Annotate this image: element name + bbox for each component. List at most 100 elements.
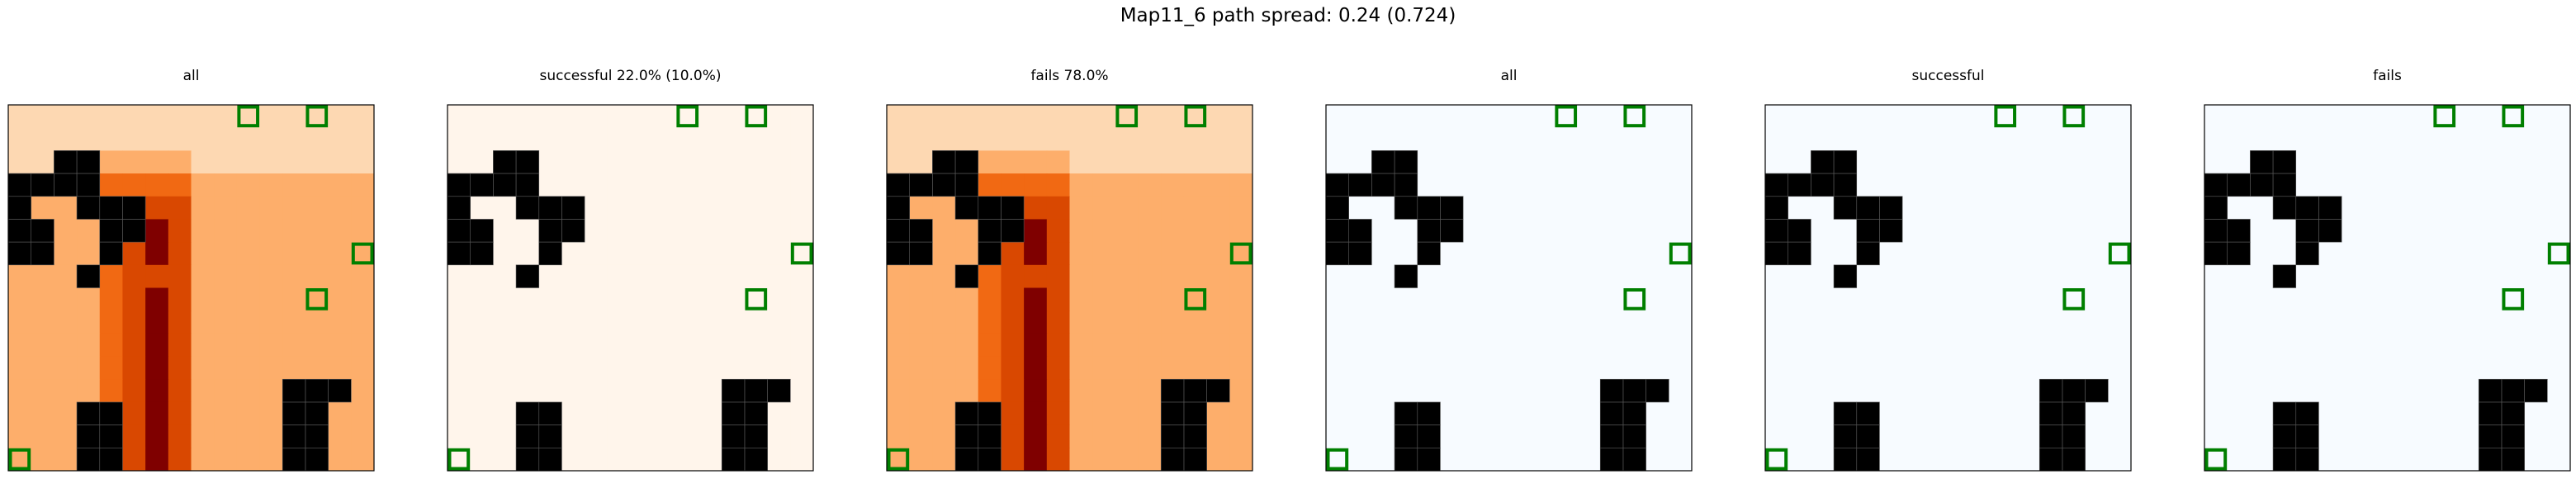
heatmap-cell <box>1532 287 1556 311</box>
obstacle-cell <box>1394 264 1418 288</box>
heatmap-cell <box>145 311 169 334</box>
heatmap-cell <box>2410 424 2434 448</box>
heatmap-cell <box>607 287 631 311</box>
heatmap-cell <box>1765 401 1789 426</box>
heatmap-cell <box>122 379 146 403</box>
heatmap-cell <box>31 150 54 174</box>
heatmap-cell <box>1024 127 1048 151</box>
heatmap-cell <box>8 333 32 358</box>
goal-marker <box>1994 105 2017 128</box>
heatmap-cell <box>1577 150 1601 174</box>
heatmap-cell <box>99 287 123 311</box>
heatmap-cell <box>2455 401 2479 426</box>
heatmap-cell <box>1554 424 1579 448</box>
heatmap-cell <box>2204 196 2228 220</box>
heatmap-cell <box>744 311 769 334</box>
heatmap-cell <box>2108 379 2132 403</box>
heatmap-cell <box>1925 105 1949 129</box>
heatmap-cell <box>214 311 238 334</box>
heatmap-cell <box>2204 401 2228 426</box>
heatmap-cell <box>1788 127 1811 151</box>
heatmap-cell <box>8 264 32 288</box>
heatmap-cell <box>2085 379 2109 403</box>
heatmap-cell <box>1069 196 1093 220</box>
heatmap-cell <box>2364 264 2388 288</box>
heatmap-cell <box>1206 173 1230 197</box>
heatmap-cell <box>2387 401 2411 426</box>
heatmap-cell <box>516 150 540 174</box>
heatmap-cell <box>767 196 791 220</box>
goal-marker <box>1623 105 1646 128</box>
heatmap-cell <box>698 264 722 288</box>
heatmap-cell <box>2039 287 2063 311</box>
heatmap-cell <box>99 150 123 174</box>
heatmap-cell <box>1669 196 1693 220</box>
start-marker <box>8 448 31 471</box>
heatmap-cell <box>2432 356 2457 380</box>
heatmap-cell <box>1326 173 1350 197</box>
heatmap-cell <box>99 219 123 243</box>
heatmap-cell <box>2227 105 2251 129</box>
heatmap-cell <box>909 173 933 197</box>
heatmap-cell <box>1326 379 1350 403</box>
heatmap-cell <box>1371 173 1395 197</box>
heatmap-cell <box>955 150 979 174</box>
heatmap-cell <box>168 196 192 220</box>
heatmap-cell <box>607 242 631 266</box>
heatmap-cell <box>1001 264 1025 288</box>
heatmap-cell <box>1229 150 1253 174</box>
heatmap-cell <box>214 379 238 403</box>
heatmap-cell <box>1508 287 1532 311</box>
heatmap-cell <box>1440 356 1464 380</box>
heatmap-cell <box>1646 401 1669 426</box>
heatmap-cell <box>2410 356 2434 380</box>
heatmap-cell <box>1834 264 1858 288</box>
heatmap-cell <box>493 219 517 243</box>
heatmap-cell <box>2295 401 2319 426</box>
heatmap-cell <box>2295 127 2319 151</box>
heatmap-cell <box>561 105 585 129</box>
heatmap-cell <box>1348 379 1372 403</box>
heatmap-cell <box>470 264 494 288</box>
heatmap-cell <box>2039 356 2063 380</box>
goal-marker <box>1623 288 1646 311</box>
heatmap-cell <box>1348 401 1372 426</box>
heatmap-cell <box>1463 127 1487 151</box>
heatmap-cell <box>2273 127 2297 151</box>
heatmap-cell <box>1879 401 1903 426</box>
heatmap-cell <box>1856 333 1880 358</box>
heatmap-cell <box>1577 401 1601 426</box>
heatmap-cell <box>1948 105 1972 129</box>
heatmap-cell <box>122 401 146 426</box>
heatmap-cell <box>1532 448 1556 472</box>
heatmap-cell <box>2295 105 2319 129</box>
heatmap-cell <box>1834 311 1858 334</box>
heatmap-cell <box>2039 333 2063 358</box>
heatmap-cell <box>561 173 585 197</box>
heatmap-cell <box>1554 150 1579 174</box>
heatmap-cell <box>1115 287 1139 311</box>
heatmap-cell <box>1440 401 1464 426</box>
heatmap-cell <box>538 379 562 403</box>
heatmap-cell <box>282 127 306 151</box>
heatmap-cell <box>1161 287 1185 311</box>
heatmap-cell <box>1765 356 1789 380</box>
heatmap-cell <box>585 219 608 243</box>
heatmap-cell <box>1971 173 1995 197</box>
heatmap-cell <box>2364 127 2388 151</box>
heatmap-cell <box>2410 242 2434 266</box>
heatmap-cell <box>2273 379 2297 403</box>
heatmap-cell <box>77 242 101 266</box>
heatmap-cell <box>2227 287 2251 311</box>
heatmap-cell <box>2342 127 2365 151</box>
heatmap-cell <box>1069 242 1093 266</box>
heatmap-cell <box>470 401 494 426</box>
heatmap-cell <box>561 333 585 358</box>
heatmap-cell <box>1948 333 1972 358</box>
heatmap-cell <box>282 356 306 380</box>
heatmap-cell <box>978 287 1002 311</box>
heatmap-cell <box>1811 242 1835 266</box>
obstacle-cell <box>2227 241 2251 266</box>
heatmap-cell <box>77 356 101 380</box>
heatmap-cell <box>1417 127 1441 151</box>
